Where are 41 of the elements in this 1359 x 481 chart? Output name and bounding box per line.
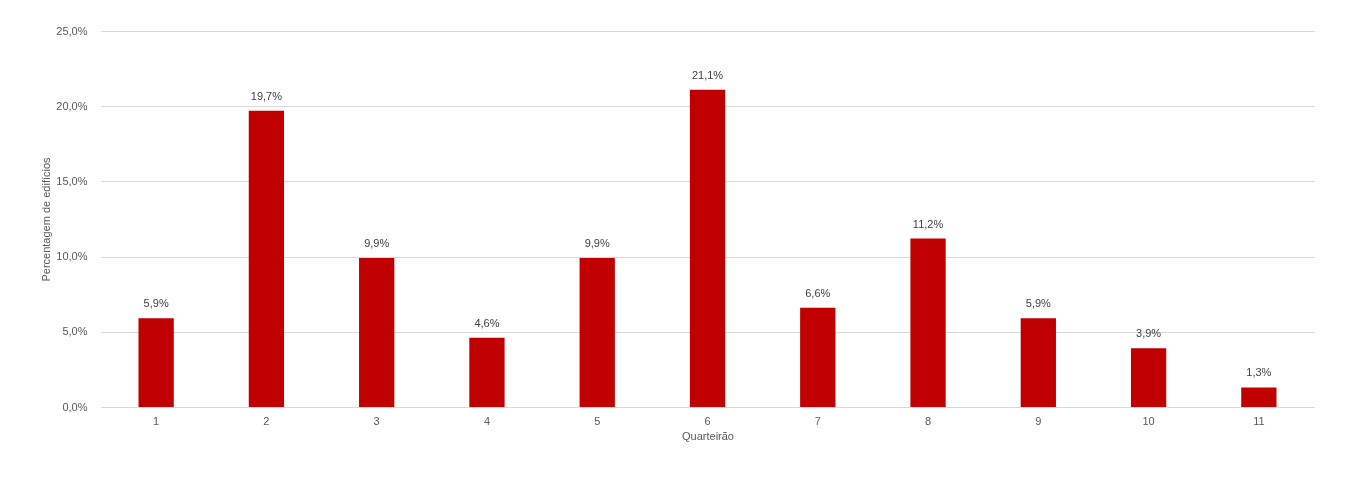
bar bbox=[1020, 318, 1056, 407]
bar bbox=[800, 307, 836, 407]
x-tick-label: 2 bbox=[263, 414, 270, 427]
x-tick-label: 6 bbox=[704, 414, 711, 427]
bar bbox=[1241, 387, 1277, 407]
x-tick-label: 3 bbox=[373, 414, 380, 427]
data-label: 5,9% bbox=[1025, 297, 1052, 310]
data-label: 4,6% bbox=[474, 316, 500, 329]
data-label: 9,9% bbox=[364, 237, 390, 250]
bar bbox=[910, 238, 946, 407]
y-tick-label: 5,0% bbox=[62, 325, 88, 338]
data-label: 9,9% bbox=[584, 237, 610, 250]
data-label: 6,6% bbox=[805, 286, 831, 299]
y-tick-label: 20,0% bbox=[56, 99, 88, 112]
x-tick-label: 4 bbox=[483, 414, 491, 427]
data-label: 3,9% bbox=[1136, 327, 1162, 340]
x-tick-label: 8 bbox=[924, 414, 932, 427]
x-tick-label: 5 bbox=[594, 414, 601, 427]
x-tick-label: 9 bbox=[1035, 414, 1042, 427]
x-tick-label: 1 bbox=[153, 414, 160, 427]
y-tick-label: 15,0% bbox=[56, 174, 88, 187]
bar bbox=[248, 110, 285, 407]
y-tick-label: 25,0% bbox=[56, 24, 88, 37]
y-tick-label: 10,0% bbox=[56, 250, 88, 263]
bar bbox=[359, 258, 395, 407]
bar bbox=[579, 258, 615, 407]
y-axis-title: Percentagem de edifícios bbox=[40, 156, 53, 282]
data-label: 1,3% bbox=[1246, 366, 1272, 379]
x-tick-label: 7 bbox=[814, 414, 821, 427]
bar bbox=[138, 318, 174, 407]
data-label: 5,9% bbox=[143, 297, 169, 310]
bar bbox=[469, 337, 505, 407]
x-axis-title: Quarteirão bbox=[682, 429, 734, 442]
data-label: 19,7% bbox=[250, 89, 283, 102]
data-label: 11,2% bbox=[912, 217, 944, 230]
data-label: 21,1% bbox=[691, 68, 724, 81]
y-tick-label: 0,0% bbox=[62, 400, 88, 413]
x-tick-label: 11 bbox=[1253, 414, 1265, 427]
x-tick-label: 10 bbox=[1142, 414, 1155, 427]
bar bbox=[689, 89, 726, 407]
bar bbox=[1130, 348, 1167, 407]
